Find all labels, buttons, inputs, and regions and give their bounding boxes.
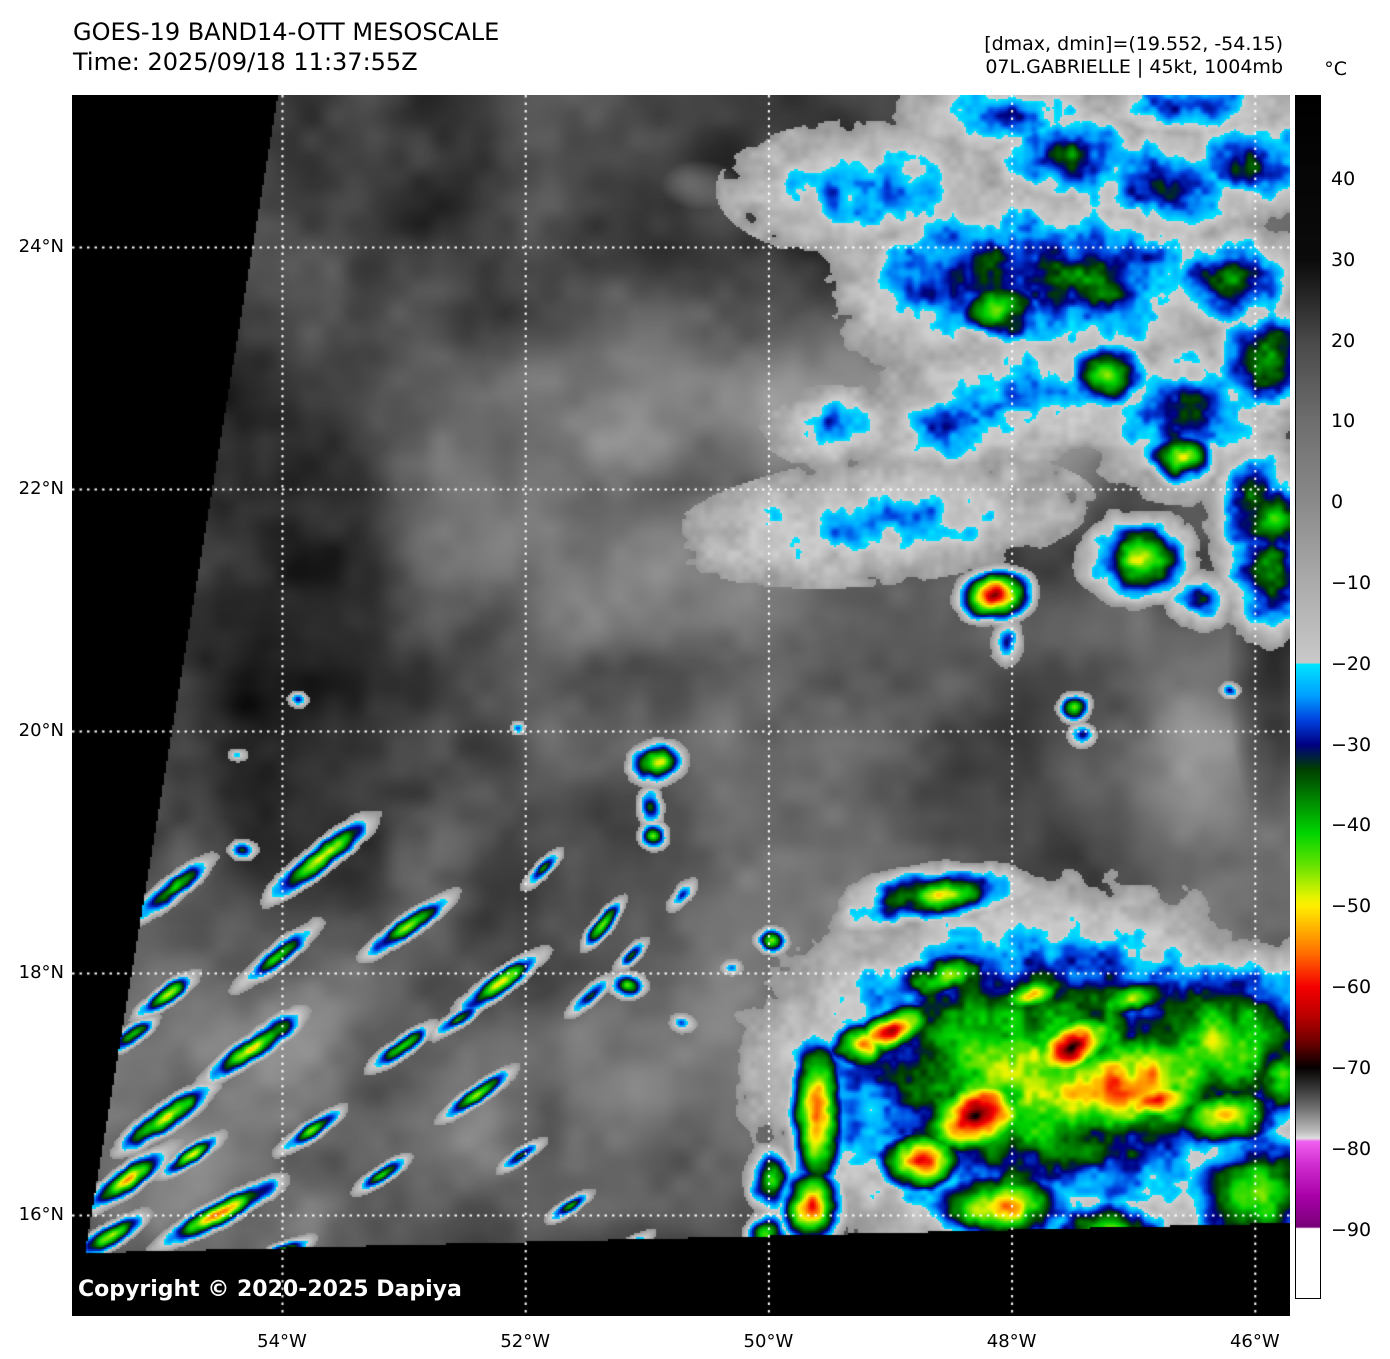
satellite-image-canvas [72,95,1290,1316]
colorbar-tick-label: −80 [1331,1137,1372,1160]
colorbar-tick-label: −30 [1331,733,1372,756]
lon-tick-label: 48°W [986,1331,1037,1352]
colorbar-gradient [1295,95,1321,1299]
lon-tick-label: 50°W [743,1331,794,1352]
lat-tick-label: 18°N [18,962,64,983]
copyright-label: Copyright © 2020-2025 Dapiya [78,1277,462,1302]
colorbar-tick-label: 0 [1331,491,1344,514]
satellite-map: Copyright © 2020-2025 Dapiya [72,95,1290,1316]
timestamp-label: Time: 2025/09/18 11:37:55Z [73,48,418,76]
colorbar-tick-label: 10 [1331,410,1356,433]
colorbar-unit-label: °C [1324,58,1347,80]
colorbar-tick-label: −70 [1331,1056,1372,1079]
dmax-dmin-label: [dmax, dmin]=(19.552, -54.15) [984,33,1283,55]
colorbar-tick-label: −20 [1331,652,1372,675]
lon-tick-label: 54°W [257,1331,307,1352]
colorbar-tick-label: −10 [1331,572,1372,595]
colorbar-tick-label: 30 [1331,248,1356,271]
colorbar-tick-label: −50 [1331,895,1372,918]
lat-tick-label: 16°N [18,1204,64,1225]
colorbar-tick-label: −40 [1331,814,1372,837]
page-title: GOES-19 BAND14-OTT MESOSCALE [73,18,500,46]
colorbar-tick-label: 20 [1331,329,1356,352]
storm-info-label: 07L.GABRIELLE | 45kt, 1004mb [985,56,1283,78]
colorbar-tick-label: −90 [1331,1218,1372,1241]
annotation-block: [dmax, dmin]=(19.552, -54.15) 07L.GABRIE… [984,33,1283,79]
lat-tick-label: 24°N [18,236,64,257]
colorbar-tick-label: −60 [1331,976,1372,999]
lat-tick-label: 22°N [18,478,64,499]
lon-tick-label: 52°W [500,1331,551,1352]
colorbar-tick-label: 40 [1331,168,1356,191]
lon-tick-label: 46°W [1229,1331,1280,1352]
lat-tick-label: 20°N [18,720,64,741]
